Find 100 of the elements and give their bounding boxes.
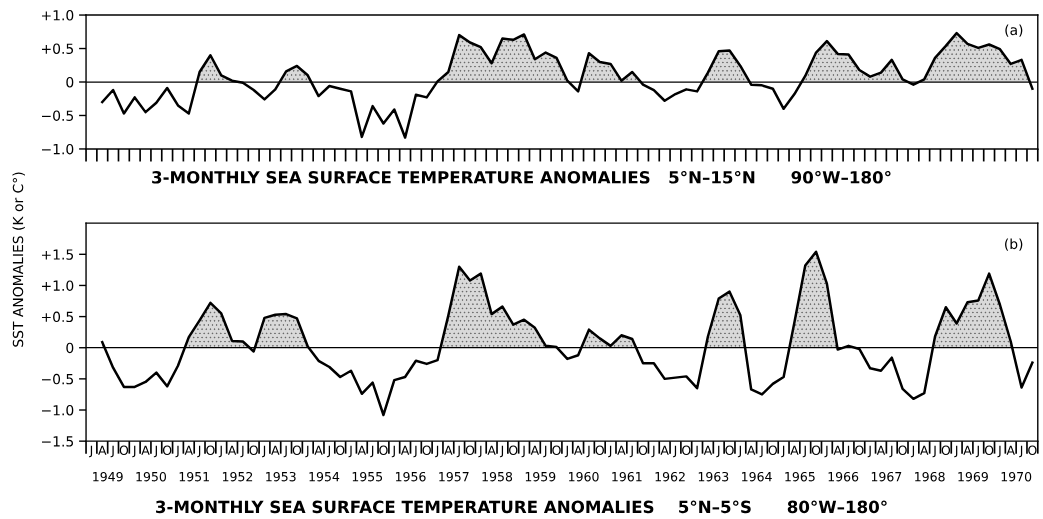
x-tick-label: 1959 bbox=[525, 471, 556, 482]
x-tick-label: 1961 bbox=[612, 471, 642, 482]
text: A bbox=[530, 445, 540, 455]
text: A bbox=[747, 445, 756, 455]
x-tick-label: 1955 bbox=[352, 471, 383, 482]
text: O bbox=[1028, 445, 1037, 455]
text: A bbox=[876, 445, 886, 455]
text: A bbox=[920, 445, 929, 455]
text: O bbox=[292, 445, 302, 455]
text: O bbox=[898, 445, 907, 455]
text: O bbox=[682, 445, 691, 455]
text: J bbox=[326, 445, 330, 458]
x-tick-label: 1964 bbox=[742, 471, 772, 482]
text: A bbox=[963, 445, 972, 455]
text: J bbox=[629, 445, 633, 458]
text: A bbox=[400, 445, 410, 455]
text: O bbox=[811, 445, 821, 455]
text: J bbox=[737, 445, 741, 458]
x-tick-label: 1952 bbox=[222, 471, 253, 482]
text: O bbox=[119, 445, 129, 455]
text: J bbox=[521, 445, 525, 458]
x-tick-label: 1950 bbox=[136, 471, 167, 482]
text: O bbox=[249, 445, 258, 455]
text: A bbox=[98, 445, 107, 455]
text: J bbox=[262, 445, 266, 458]
y-tick-label: +0.5 bbox=[41, 311, 74, 323]
text: O bbox=[941, 445, 951, 455]
y-tick-label: −1.5 bbox=[41, 436, 74, 447]
y-tick-label: +1.0 bbox=[41, 10, 74, 21]
text: J bbox=[651, 445, 655, 458]
y-tick-label: −0.5 bbox=[41, 110, 74, 121]
text: A bbox=[1006, 445, 1015, 455]
text: J bbox=[716, 445, 720, 458]
text: J bbox=[456, 445, 460, 458]
text: J bbox=[543, 445, 547, 458]
x-tick-label: 1962 bbox=[655, 471, 685, 482]
x-tick-label: 1957 bbox=[439, 471, 469, 482]
x-tick-label: 1960 bbox=[569, 471, 599, 482]
text: O bbox=[379, 445, 388, 455]
text: A bbox=[790, 445, 799, 455]
annotation: (a) bbox=[1005, 24, 1023, 37]
x-tick-label: 1956 bbox=[395, 471, 426, 482]
text: J bbox=[175, 445, 179, 458]
text: J bbox=[435, 445, 439, 458]
text: J bbox=[240, 445, 244, 458]
x-tick-label: 1968 bbox=[915, 471, 945, 482]
text: J bbox=[672, 445, 677, 458]
x-axis-title: 3-MONTHLY SEA SURFACE TEMPERATURE ANOMALIES 5°N–15°N 90°W–180° bbox=[152, 170, 891, 184]
x-tick-label: 1965 bbox=[785, 471, 815, 482]
y-tick-label: −0.5 bbox=[41, 373, 74, 385]
x-tick-label: 1963 bbox=[698, 471, 729, 482]
text: J bbox=[867, 445, 871, 458]
text: J bbox=[954, 445, 958, 458]
text: O bbox=[335, 445, 345, 455]
text: A bbox=[573, 445, 583, 455]
x-tick-label: 1954 bbox=[309, 471, 340, 482]
text: J bbox=[586, 445, 590, 458]
y-tick-label: +1.0 bbox=[41, 280, 74, 291]
text: A bbox=[357, 445, 367, 455]
text: J bbox=[370, 445, 374, 458]
x-tick-label: 1958 bbox=[482, 471, 513, 482]
x-axis-title: 3-MONTHLY SEA SURFACE TEMPERATURE ANOMALIES 5°N–5°S 80°W–180° bbox=[156, 500, 887, 514]
text: J bbox=[478, 445, 482, 458]
text: O bbox=[206, 445, 215, 455]
text: J bbox=[305, 445, 309, 458]
text: J bbox=[348, 445, 352, 458]
text: J bbox=[802, 445, 806, 458]
x-tick-label: 1951 bbox=[179, 471, 209, 482]
text: J bbox=[997, 445, 1001, 458]
text: A bbox=[314, 445, 323, 455]
y-axis-title: SST ANOMALIES (K or C°) bbox=[12, 172, 25, 347]
x-tick-label: 1969 bbox=[958, 471, 988, 482]
text: J bbox=[889, 445, 893, 458]
x-tick-label: 1953 bbox=[266, 471, 296, 482]
text: J bbox=[413, 445, 417, 458]
text: O bbox=[855, 445, 864, 455]
text: J bbox=[283, 445, 287, 458]
text: A bbox=[444, 445, 453, 455]
x-tick-label: 1970 bbox=[1001, 471, 1032, 482]
text: O bbox=[552, 445, 561, 455]
y-tick-label: −1.0 bbox=[41, 143, 74, 155]
text: J bbox=[197, 445, 201, 458]
text: J bbox=[132, 445, 136, 458]
text: J bbox=[824, 445, 828, 458]
annotation: (b) bbox=[1005, 238, 1023, 251]
text: J bbox=[499, 445, 504, 458]
y-tick-label: +1.5 bbox=[41, 249, 74, 260]
text: J bbox=[391, 445, 395, 458]
x-tick-label: 1949 bbox=[93, 471, 123, 482]
text: O bbox=[768, 445, 778, 455]
text: A bbox=[617, 445, 626, 455]
text: A bbox=[660, 445, 669, 455]
text: O bbox=[162, 445, 172, 455]
y-tick-label: 0 bbox=[66, 76, 74, 88]
text: J bbox=[110, 445, 114, 458]
text: J bbox=[153, 445, 157, 458]
text: J bbox=[932, 445, 936, 458]
text: J bbox=[975, 445, 979, 458]
text: J bbox=[846, 445, 850, 458]
text: O bbox=[595, 445, 604, 455]
